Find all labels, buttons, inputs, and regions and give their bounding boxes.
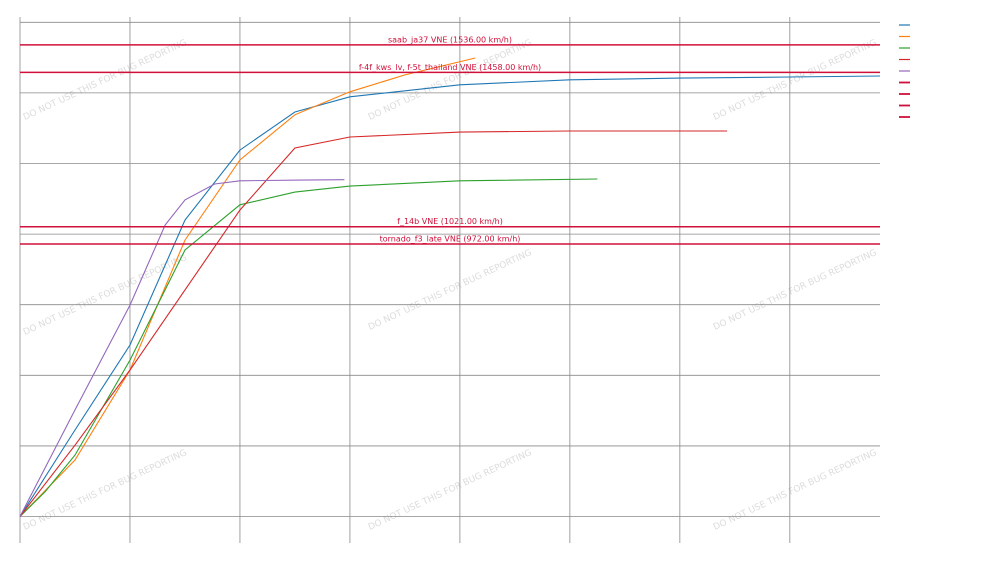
vne-label: tornado_f3_late VNE (972.00 km/h) (380, 234, 521, 243)
series-line (19, 57, 476, 517)
watermark: DO NOT USE THIS FOR BUG REPORTING (712, 38, 879, 123)
series-line (19, 130, 728, 517)
watermark: DO NOT USE THIS FOR BUG REPORTING (367, 248, 534, 333)
vne-label: f-4f_kws_lv, f-5t_thailand VNE (1458.00 … (359, 63, 541, 72)
watermark: DO NOT USE THIS FOR BUG REPORTING (712, 448, 879, 533)
vne-label: f_14b VNE (1021.00 km/h) (397, 217, 503, 226)
watermark: DO NOT USE THIS FOR BUG REPORTING (367, 38, 534, 123)
series-line (19, 75, 881, 517)
watermark: DO NOT USE THIS FOR BUG REPORTING (367, 448, 534, 533)
series-line (19, 179, 345, 517)
vne-label: saab_ja37 VNE (1536.00 km/h) (388, 35, 512, 44)
watermark: DO NOT USE THIS FOR BUG REPORTING (22, 38, 189, 123)
watermark: DO NOT USE THIS FOR BUG REPORTING (712, 248, 879, 333)
watermark: DO NOT USE THIS FOR BUG REPORTING (22, 253, 189, 338)
